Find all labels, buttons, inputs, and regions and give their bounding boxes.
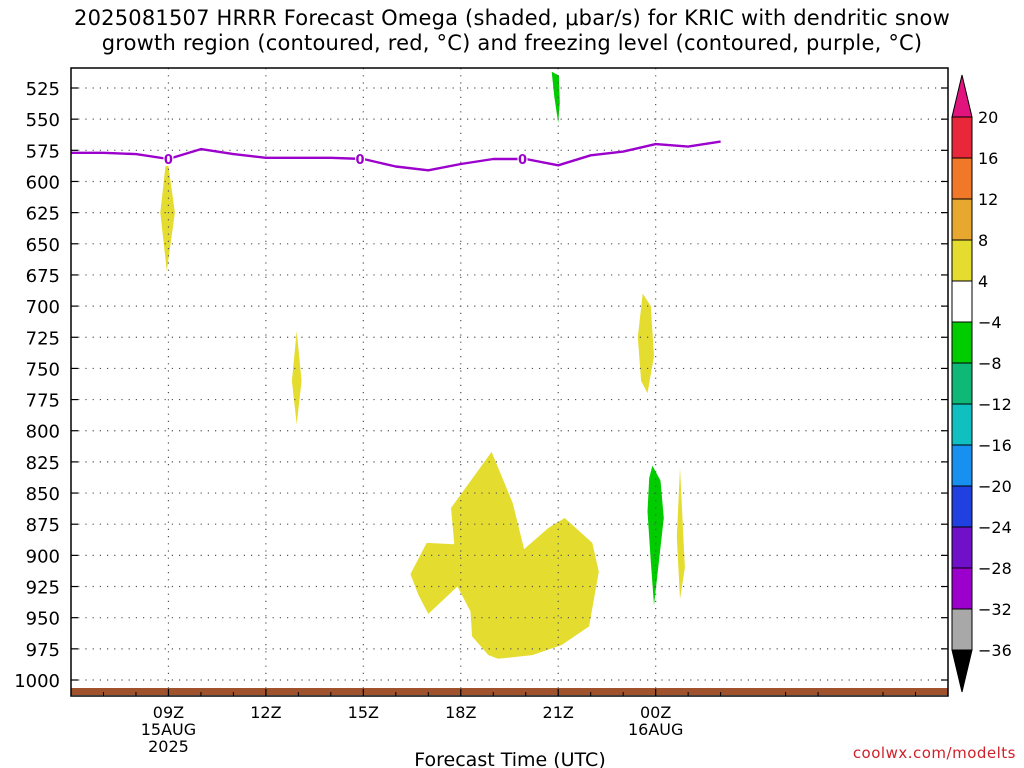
omega-region <box>410 451 599 659</box>
y-tick-label: 600 <box>26 172 60 193</box>
colorbar-segment <box>951 321 973 364</box>
freezing-level-contour: 0 0 0 <box>71 140 721 172</box>
colorbar-segment <box>951 403 973 446</box>
y-tick-label: 625 <box>26 204 60 225</box>
colorbar-tick-label: −4 <box>978 313 1002 332</box>
y-tick-label: 950 <box>26 609 60 630</box>
y-tick-label: 675 <box>26 266 60 287</box>
y-tick-label: 725 <box>26 328 60 349</box>
chart-title-line-1: 2025081507 HRRR Forecast Omega (shaded, … <box>74 6 950 30</box>
colorbar-tick-label: 20 <box>978 108 998 127</box>
colorbar-tick-label: −20 <box>978 477 1012 496</box>
axes: 525 550 575 600 625 650 675 700 725 750 775 800 825 8… <box>14 67 949 756</box>
x-tick-label: 09Z <box>153 703 184 722</box>
chart-title-line-2: growth region (contoured, red, °C) and f… <box>101 31 923 55</box>
colorbar-segment <box>951 280 973 323</box>
colorbar-tick-label: 16 <box>978 149 998 168</box>
colorbar-segment <box>951 198 973 241</box>
omega-region <box>637 293 654 394</box>
y-tick-label: 750 <box>26 359 60 380</box>
colorbar-segment <box>951 116 973 159</box>
x-tick-label: 15Z <box>348 703 379 722</box>
y-tick-label: 800 <box>26 422 60 443</box>
y-tick-label: 525 <box>26 79 60 100</box>
y-tick-label: 550 <box>26 110 60 131</box>
colorbar-tick-label: 8 <box>978 231 988 250</box>
y-tick-label: 875 <box>26 515 60 536</box>
freezing-level-label: 0 <box>356 153 365 168</box>
x-tick-label: 12Z <box>250 703 281 722</box>
colorbar-segment <box>951 485 973 528</box>
y-tick-label: 850 <box>26 484 60 505</box>
freezing-level-label-bg <box>355 151 366 166</box>
colorbar-segment <box>951 526 973 569</box>
colorbar-segment <box>951 608 973 651</box>
x-tick-label: 21Z <box>543 703 574 722</box>
omega-region <box>551 71 560 123</box>
colorbar-segment <box>951 362 973 405</box>
colorbar-top-arrow <box>951 74 973 118</box>
colorbar-bottom-arrow <box>951 649 973 693</box>
colorbar-segment <box>951 444 973 487</box>
colorbar-segment <box>951 157 973 200</box>
omega-shaded-regions <box>160 71 685 659</box>
ground-layer <box>71 688 948 695</box>
x-axis-label: Forecast Time (UTC) <box>414 749 605 768</box>
freezing-level-line <box>71 140 721 172</box>
plot-frame <box>70 67 949 697</box>
colorbar-tick-label: 12 <box>978 190 998 209</box>
freezing-level-label: 0 <box>164 153 173 168</box>
colorbar-tick-label: 4 <box>978 272 988 291</box>
colorbar-segment <box>951 567 973 610</box>
y-tick-label: 1000 <box>14 671 60 692</box>
colorbar-tick-label: −36 <box>978 641 1012 660</box>
x-tick-label: 15AUG <box>141 720 196 739</box>
omega-region <box>160 154 175 272</box>
y-tick-label: 975 <box>26 640 60 661</box>
y-tick-label: 825 <box>26 453 60 474</box>
colorbar-tick-label: −28 <box>978 559 1012 578</box>
colorbar-tick-label: −8 <box>978 354 1002 373</box>
x-tick-label: 16AUG <box>628 720 683 739</box>
y-tick-label: 925 <box>26 578 60 599</box>
y-tick-label: 775 <box>26 391 60 412</box>
freezing-level-label-bg <box>517 152 528 167</box>
chart-title: 2025081507 HRRR Forecast Omega (shaded, … <box>0 6 1024 56</box>
ground-bar <box>71 688 948 695</box>
omega-region <box>291 331 302 425</box>
y-tick-label: 575 <box>26 141 60 162</box>
y-tick-label: 900 <box>26 546 60 567</box>
freezing-level-label: 0 <box>518 153 527 168</box>
colorbar-tick-label: −16 <box>978 436 1012 455</box>
x-tick-label: 2025 <box>148 737 189 756</box>
colorbar-segment <box>951 239 973 282</box>
x-tick-label: 18Z <box>445 703 476 722</box>
credit-text: coolwx.com/modelts <box>852 744 1016 762</box>
colorbar-tick-label: −32 <box>978 600 1012 619</box>
colorbar: 20 16 12 8 4 −4 −8 −12 −16 −20 −24 −28 −32 −36 <box>951 74 1012 693</box>
y-tick-label: 650 <box>26 235 60 256</box>
colorbar-tick-label: −12 <box>978 395 1012 414</box>
omega-region <box>647 465 664 606</box>
colorbar-tick-label: −24 <box>978 518 1012 537</box>
x-tick-label: 00Z <box>640 703 671 722</box>
omega-region <box>676 468 685 599</box>
y-tick-label: 700 <box>26 297 60 318</box>
freezing-level-label-bg <box>163 152 174 167</box>
